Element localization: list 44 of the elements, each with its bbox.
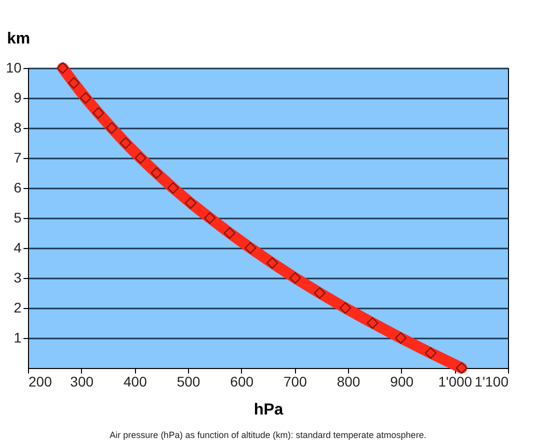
point [167, 182, 179, 194]
y-axis-title: km [6, 30, 30, 48]
point [184, 197, 196, 209]
point [106, 122, 118, 134]
point [120, 137, 132, 149]
x-tick-label: 700 [283, 374, 308, 390]
y-tick-label: 10 [6, 60, 22, 76]
x-tick-label: 900 [390, 374, 414, 390]
point [395, 332, 407, 344]
point [204, 212, 216, 224]
y-tick-label: 9 [14, 90, 22, 106]
point [340, 302, 352, 314]
point [456, 362, 468, 374]
y-tick-label: 7 [14, 150, 22, 166]
x-tick-label: 800 [336, 374, 360, 390]
y-tick-label: 3 [14, 270, 22, 286]
point [366, 317, 378, 329]
x-tick-label: 200 [28, 374, 52, 390]
point [134, 152, 146, 164]
x-tick-label: 500 [176, 374, 200, 390]
point [244, 242, 256, 254]
y-tick-label: 6 [14, 180, 22, 196]
point [92, 107, 104, 119]
y-tick-label: 5 [14, 210, 22, 226]
x-tick-label: 400 [123, 374, 148, 390]
text: Air pressure (hPa) as function of altitude (km): standard temperate atmosphere. [110, 430, 426, 440]
point [150, 167, 162, 179]
y-tick-label: 1 [14, 330, 22, 346]
x-tick-label: 1'000 [438, 374, 472, 390]
point [68, 77, 80, 89]
x-tick-label: 1'100 [474, 374, 509, 390]
point [266, 257, 278, 269]
x-tick-label: 300 [70, 374, 94, 390]
x-axis-title: hPa [254, 402, 284, 418]
x-tick-label: 600 [230, 374, 254, 390]
point [56, 62, 68, 74]
y-tick-label: 4 [14, 240, 22, 256]
point [424, 347, 436, 359]
y-tick-label: 2 [14, 300, 22, 316]
point [80, 92, 92, 104]
y-tick-label: 8 [14, 120, 22, 136]
point [224, 227, 236, 239]
point [314, 287, 326, 299]
point [289, 272, 301, 284]
